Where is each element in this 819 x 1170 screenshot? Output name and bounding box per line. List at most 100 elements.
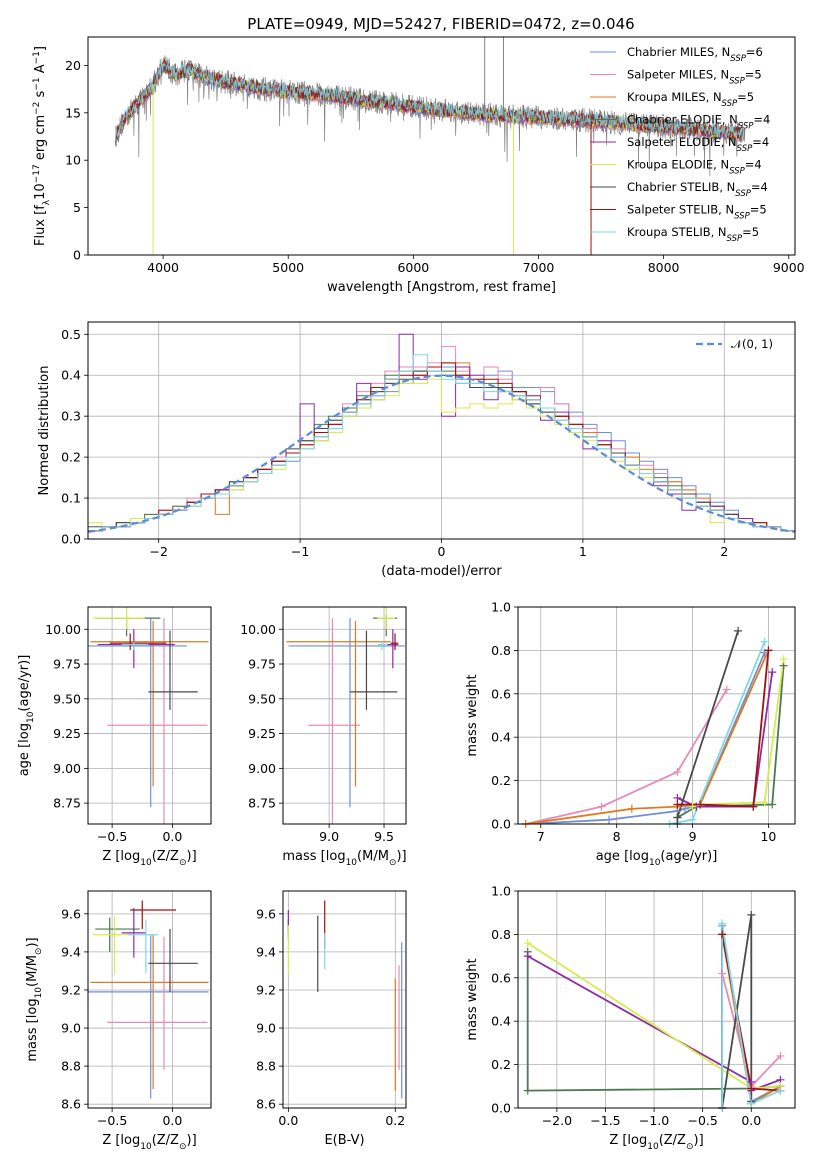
weight-marker-chabrier-miles	[680, 804, 689, 813]
y-tick-label: 8.6	[256, 1097, 276, 1112]
weight-marker-salpeter-stelib	[749, 802, 758, 811]
y-tick-label: 0.4	[491, 730, 511, 745]
y-tick-label: 9.0	[256, 1021, 276, 1036]
weight-marker-salpeter-stelib	[673, 800, 682, 809]
x-tick-label: 9	[689, 829, 697, 844]
mass-vs-EBV-panel: 0.0 0.2 8.6 8.8 9.0 9.2 9.4 9.6 E(B-V)	[256, 890, 407, 1148]
x-tick-label: −2.0	[542, 1113, 572, 1128]
y-tick-label: 9.25	[248, 726, 276, 741]
y-tick-label: 0	[73, 248, 81, 263]
age-vs-mass-panel: 9.0 9.5 8.75 9.00 9.25 9.50 9.75 10.00 mass [log…	[240, 606, 407, 868]
y-tick-label: 0.0	[491, 1101, 511, 1116]
plot-area	[115, 37, 746, 255]
y-tick-label: 0.0	[491, 817, 511, 832]
x-tick-label: 6000	[397, 260, 429, 275]
y-tick-label: 0.0	[61, 532, 81, 547]
legend-entry: Salpeter STELIB, NSSP=5	[627, 203, 767, 222]
x-axis-label: Z [log10(Z/Z⊙)]	[102, 1133, 196, 1152]
spectrum-panel: 4000 5000 6000 7000 8000 9000 0 5 10 15 20 waveleng…	[32, 36, 805, 295]
y-tick-label: 9.50	[248, 691, 276, 706]
plot-area	[88, 607, 209, 824]
plot-area	[88, 333, 795, 533]
y-tick-label: 0.2	[491, 773, 511, 788]
legend-entry: Salpeter ELODIE, NSSP=4	[627, 135, 769, 154]
y-tick-label: 0.4	[491, 1014, 511, 1029]
x-tick-label: 9.5	[374, 829, 394, 844]
x-tick-label: 8000	[648, 260, 680, 275]
y-axis-label: mass [log10(M/M⊙)]	[25, 937, 44, 1061]
weight-marker-kroupa-elodie	[760, 798, 769, 807]
x-tick-label: 0.0	[278, 1113, 298, 1128]
weight-line-kroupa-stelib	[721, 923, 781, 1108]
y-axis-label: Normed distribution	[37, 366, 52, 496]
y-axis-label: Flux [fλ10−17 erg cm−2 s−1 A−1]	[32, 46, 52, 246]
y-tick-label: 20	[65, 58, 81, 73]
weight-marker-kroupa-elodie	[779, 655, 788, 664]
y-tick-label: 9.6	[256, 906, 276, 921]
x-tick-label: 10	[760, 829, 776, 844]
x-tick-label: 1	[579, 544, 587, 559]
y-tick-label: 9.0	[61, 1021, 81, 1036]
x-axis-label: Z [log10(Z/Z⊙)]	[102, 849, 196, 868]
weight-marker-kroupa-elodie	[688, 802, 697, 811]
x-tick-label: −1.0	[639, 1113, 669, 1128]
model-spectrum-kroupa-stelib	[115, 59, 746, 142]
x-axis-label: (data-model)/error	[381, 564, 502, 579]
plot-area	[287, 900, 403, 1099]
y-tick-label: 5	[73, 200, 81, 215]
y-tick-label: 9.50	[53, 691, 81, 706]
x-tick-label: −0.5	[687, 1113, 717, 1128]
x-axis-label: mass [log10(M/M⊙)]	[282, 849, 406, 868]
y-axis-label: mass weight	[465, 674, 480, 756]
x-tick-label: 0	[438, 544, 446, 559]
residuals-panel: −2 −1 0 1 2 0.0 0.1 0.2 0.3 0.4 0.5 (data-model)/er…	[37, 321, 796, 579]
weight-marker-kroupa-stelib	[747, 1099, 756, 1108]
x-tick-label: 0.0	[162, 829, 182, 844]
y-tick-label: 8.8	[61, 1059, 81, 1074]
weight-marker-kroupa-stelib	[688, 815, 697, 824]
legend-entry: Salpeter MILES, NSSP=5	[627, 68, 762, 87]
weight-marker-chabrier-stelib	[673, 813, 682, 822]
legend-entry: Kroupa MILES, NSSP=5	[627, 90, 754, 109]
y-tick-label: 9.00	[53, 761, 81, 776]
weight-marker-salpeter-miles	[776, 1051, 785, 1060]
y-tick-label: 9.75	[53, 657, 81, 672]
y-tick-label: 9.00	[248, 761, 276, 776]
weight-vs-age-panel: 7 8 9 10 0.0 0.2 0.4 0.6 0.8 1.0 age [log10(age/yr…	[465, 600, 796, 868]
y-tick-label: 10.00	[45, 622, 81, 637]
x-tick-label: 7	[537, 829, 545, 844]
legend-entry: Kroupa STELIB, NSSP=5	[627, 225, 759, 244]
y-tick-label: 0.6	[491, 970, 511, 985]
y-axis-label: age [log10(age/yr)]	[17, 655, 36, 777]
weight-marker-kroupa-miles	[627, 804, 636, 813]
y-tick-label: 0.5	[61, 327, 81, 342]
x-tick-label: 0.0	[741, 1113, 761, 1128]
y-tick-label: 0.3	[61, 409, 81, 424]
weight-marker-salpeter-elodie	[768, 668, 777, 677]
weight-marker-chabrier-elodie	[768, 800, 777, 809]
y-tick-label: 10	[65, 153, 81, 168]
x-axis-label: E(B-V)	[324, 1133, 364, 1148]
x-tick-label: −1.5	[590, 1113, 620, 1128]
weight-vs-Z-panel: −2.0 −1.5 −1.0 −0.5 0.0 0.0 0.2 0.4 0.6 0.8 1.0 Z […	[465, 884, 796, 1152]
x-tick-label: −0.5	[97, 829, 127, 844]
y-tick-label: 10.00	[240, 622, 276, 637]
y-tick-label: 0.2	[61, 450, 81, 465]
legend-entry: Chabrier ELODIE, NSSP=4	[627, 113, 770, 132]
weight-marker-kroupa-stelib	[718, 919, 727, 928]
weight-marker-salpeter-miles	[597, 802, 606, 811]
x-axis-label: age [log10(age/yr)]	[596, 849, 718, 868]
weight-marker-salpeter-stelib	[764, 646, 773, 655]
axes-frame	[87, 890, 212, 1109]
y-tick-label: 15	[65, 105, 81, 120]
axes-frame	[517, 890, 796, 1109]
x-tick-label: 2	[720, 544, 728, 559]
y-tick-label: 9.75	[248, 657, 276, 672]
x-tick-label: 8	[613, 829, 621, 844]
x-tick-label: 9.0	[319, 829, 339, 844]
weight-marker-chabrier-stelib	[747, 910, 756, 919]
weight-marker-salpeter-stelib	[747, 1084, 756, 1093]
x-axis-label: Z [log10(Z/Z⊙)]	[609, 1133, 703, 1152]
